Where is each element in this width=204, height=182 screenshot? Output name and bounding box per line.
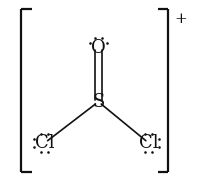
Point (151, 151, 154, 154)
Text: Cl: Cl (139, 134, 159, 152)
Text: Cl: Cl (35, 134, 54, 152)
Point (39, 132, 43, 135)
Point (93, 37, 97, 40)
Point (100, 37, 103, 40)
Point (157, 145, 161, 148)
Point (47, 132, 50, 135)
Point (105, 41, 109, 44)
Point (143, 151, 146, 154)
Point (143, 132, 146, 135)
Text: S: S (92, 93, 105, 111)
Point (33, 145, 36, 148)
Point (33, 138, 36, 141)
Point (151, 132, 154, 135)
Point (47, 151, 50, 154)
Point (39, 151, 43, 154)
Point (88, 41, 92, 44)
Text: +: + (174, 12, 187, 26)
Point (157, 138, 161, 141)
Text: O: O (91, 39, 106, 57)
